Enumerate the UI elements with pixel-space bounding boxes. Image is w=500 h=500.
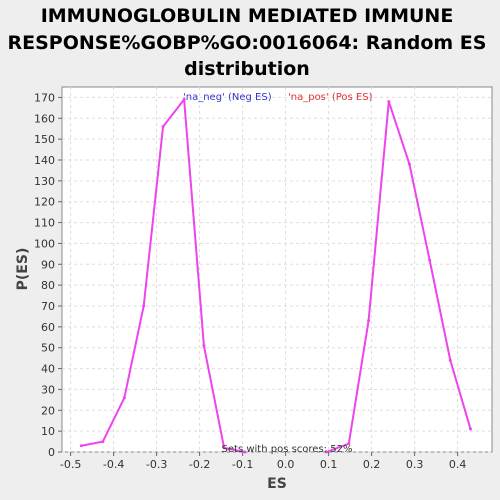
x-tick-label: -0.3	[146, 458, 167, 471]
x-tick-label: -0.4	[103, 458, 124, 471]
x-tick-label: 0.0	[277, 458, 295, 471]
y-tick-label: 10	[41, 425, 55, 438]
y-tick-label: 120	[34, 196, 55, 209]
y-tick-label: 30	[41, 383, 55, 396]
data-point	[469, 427, 472, 431]
data-point	[101, 440, 105, 444]
y-tick-label: 110	[34, 217, 55, 230]
data-point	[448, 358, 452, 362]
y-tick-label: 140	[34, 154, 55, 167]
y-tick-label: 90	[41, 258, 55, 271]
y-tick-label: 40	[41, 363, 55, 376]
x-tick-label: 0.2	[363, 458, 381, 471]
x-axis-label: ES	[267, 476, 287, 492]
data-point	[324, 450, 328, 454]
data-point	[222, 446, 226, 450]
y-tick-label: 50	[41, 342, 55, 355]
x-axis: -0.5 -0.4 -0.3 -0.2 -0.1 0.0 0.1 0.2 0.3 0.4	[60, 452, 466, 471]
y-tick-label: 60	[41, 321, 55, 334]
data-point	[142, 304, 146, 308]
data-point	[367, 319, 371, 323]
y-axis: 0 10 20 30 40 50 60 70 80 90 100 110 120 130 140 150 160…	[34, 91, 62, 459]
x-tick-label: -0.5	[60, 458, 81, 471]
pos-scores-annotation: Sets with pos scores: 52%	[222, 444, 353, 455]
grid-lines	[62, 87, 492, 453]
data-point	[428, 258, 432, 262]
data-point	[347, 442, 351, 446]
y-tick-label: 20	[41, 404, 55, 417]
chart-title-line-1: IMMUNOGLOBULIN MEDIATED IMMUNE	[41, 5, 454, 27]
legend-pos-es: 'na_pos' (Pos ES)	[288, 92, 373, 103]
x-tick-label: 0.4	[449, 458, 467, 471]
y-tick-label: 150	[34, 133, 55, 146]
chart-title-line-3: distribution	[184, 58, 310, 80]
y-tick-label: 70	[41, 300, 55, 313]
plot-area	[61, 86, 493, 453]
legend-neg-es: 'na_neg' (Neg ES)	[183, 92, 272, 103]
data-point	[202, 344, 206, 348]
x-tick-label: 0.1	[320, 458, 338, 471]
x-tick-label: -0.1	[232, 458, 253, 471]
series-line-1	[326, 101, 472, 453]
data-point	[407, 162, 411, 166]
y-tick-label: 80	[41, 279, 55, 292]
x-tick-label: 0.3	[406, 458, 424, 471]
x-tick-label: -0.2	[189, 458, 210, 471]
series-lines	[79, 96, 472, 454]
data-point	[182, 98, 186, 102]
y-axis-label: P(ES)	[15, 248, 31, 291]
data-point	[161, 125, 165, 129]
data-point	[79, 444, 83, 448]
y-tick-label: 100	[34, 237, 55, 250]
y-tick-label: 130	[34, 175, 55, 188]
y-tick-label: 170	[34, 91, 55, 104]
data-point	[387, 100, 391, 104]
y-tick-label: 160	[34, 112, 55, 125]
data-point	[122, 396, 126, 400]
y-tick-label: 0	[48, 446, 55, 459]
chart-title-line-2: RESPONSE%GOBP%GO:0016064: Random ES	[8, 32, 487, 54]
data-point	[243, 450, 247, 454]
